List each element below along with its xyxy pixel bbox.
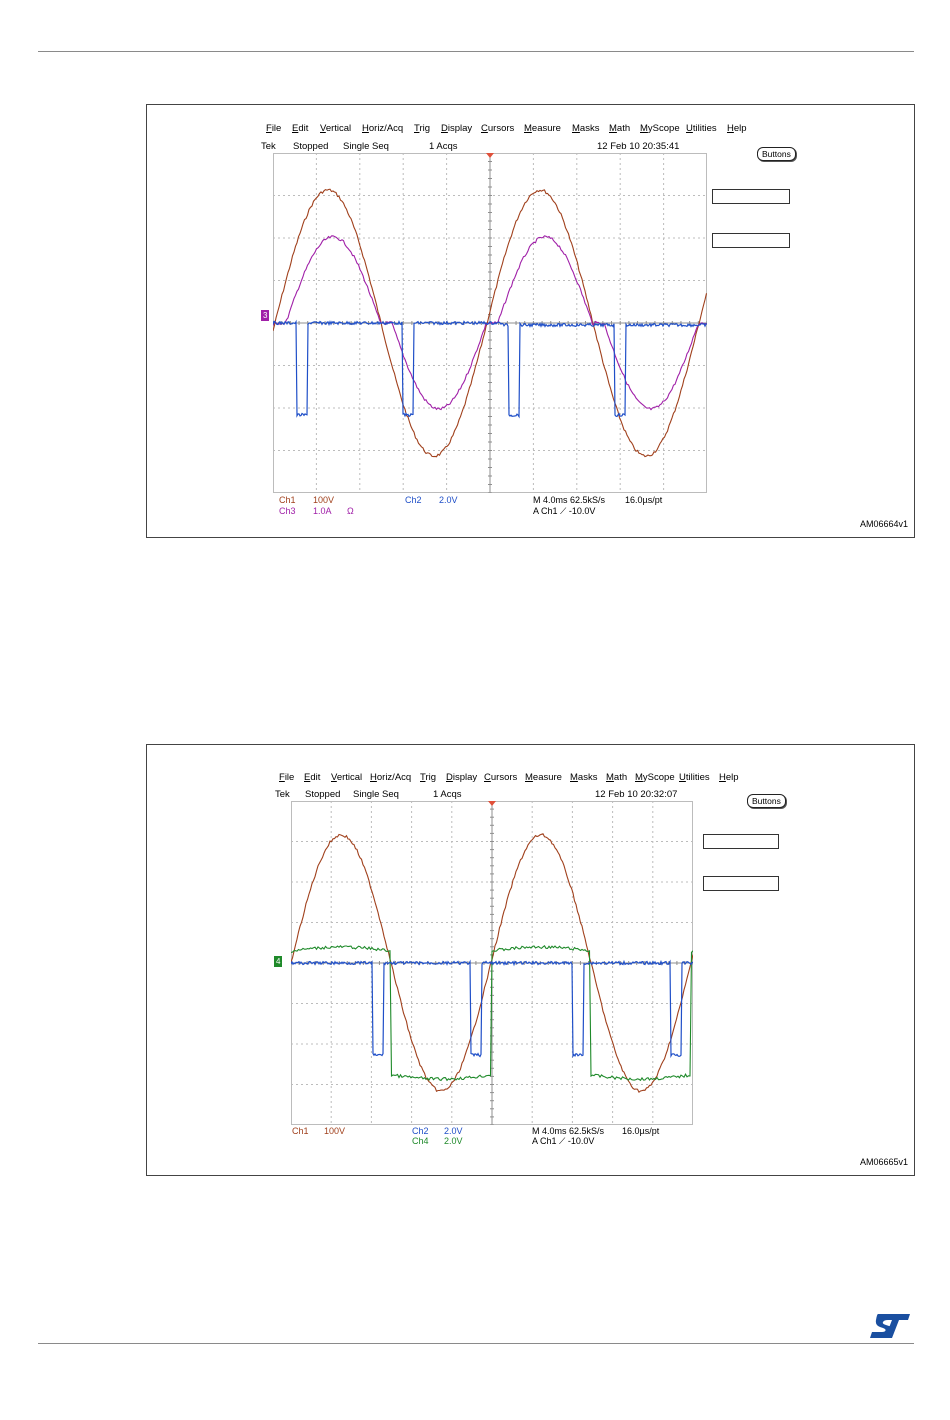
trigger-readout: A Ch1 ⟋ -10.0V xyxy=(532,1136,595,1146)
menu-math[interactable]: Math xyxy=(609,123,631,134)
oscilloscope-figure-1: File Edit Vertical Horiz/Acq Trig Displa… xyxy=(146,104,915,538)
tek-label: Tek xyxy=(261,141,276,152)
ch3-unit: Ω xyxy=(347,506,354,516)
ch4-scale: 2.0V xyxy=(444,1136,463,1146)
ch2-label: Ch2 xyxy=(405,495,422,505)
buttons-toggle[interactable]: Buttons xyxy=(747,794,786,808)
scope-display[interactable] xyxy=(273,153,707,493)
ch3-scale: 1.0A xyxy=(313,506,332,516)
menu-utilities[interactable]: Utilities xyxy=(679,772,710,783)
menu-vertical[interactable]: Vertical xyxy=(331,772,363,783)
channel-readout: Ch1 100V Ch3 1.0A Ω Ch2 2.0V M 4.0ms 62.… xyxy=(279,495,699,519)
ch3-ground-marker[interactable]: 3 xyxy=(261,310,270,321)
ch4-label: Ch4 xyxy=(412,1136,429,1146)
menu-display[interactable]: Display xyxy=(446,772,478,783)
ch3-label: Ch3 xyxy=(279,506,296,516)
acq-mode: Single Seq xyxy=(353,789,399,800)
menu-horiz-acq[interactable]: Horiz/Acq xyxy=(362,123,404,134)
ch2-label: Ch2 xyxy=(412,1126,429,1136)
sample-res: 16.0µs/pt xyxy=(622,1126,660,1136)
ch4-trace xyxy=(291,944,693,1082)
menu-cursors[interactable]: Cursors xyxy=(481,123,515,134)
ch2-trace xyxy=(291,959,693,1059)
st-logo xyxy=(870,1314,910,1338)
ch1-scale: 100V xyxy=(324,1126,346,1136)
menu-myscope[interactable]: MyScope xyxy=(640,123,680,134)
date-time: 12 Feb 10 20:35:41 xyxy=(597,141,680,152)
footer-rule xyxy=(38,1343,914,1344)
acq-count: 1 Acqs xyxy=(429,141,458,152)
acq-state: Stopped xyxy=(305,789,341,800)
side-readout-box-1 xyxy=(712,189,790,204)
header-rule xyxy=(38,51,914,52)
ch1-label: Ch1 xyxy=(279,495,296,505)
scope-display[interactable] xyxy=(291,801,693,1125)
figure-id: AM06664v1 xyxy=(859,519,908,529)
date-time: 12 Feb 10 20:32:07 xyxy=(595,789,678,800)
ch3-trace xyxy=(273,235,707,411)
ch2-scale: 2.0V xyxy=(444,1126,463,1136)
trigger-position-marker xyxy=(486,153,494,158)
menu-masks[interactable]: Masks xyxy=(570,772,598,783)
buttons-toggle[interactable]: Buttons xyxy=(757,147,796,161)
trigger-readout: A Ch1 ⟋ -10.0V xyxy=(533,506,596,516)
menu-trig[interactable]: Trig xyxy=(420,772,437,783)
menu-file[interactable]: File xyxy=(266,123,282,134)
ch2-scale: 2.0V xyxy=(439,495,458,505)
menu-masks[interactable]: Masks xyxy=(572,123,600,134)
side-readout-box-2 xyxy=(703,876,779,891)
menu-measure[interactable]: Measure xyxy=(525,772,562,783)
menu-myscope[interactable]: MyScope xyxy=(635,772,675,783)
sample-res: 16.0µs/pt xyxy=(625,495,663,505)
menu-help[interactable]: Help xyxy=(719,772,739,783)
ch1-label: Ch1 xyxy=(292,1126,309,1136)
trigger-position-marker xyxy=(488,801,496,806)
timebase: M 4.0ms 62.5kS/s xyxy=(532,1126,605,1136)
menu-display[interactable]: Display xyxy=(441,123,473,134)
ch2-trace xyxy=(273,319,707,419)
menu-horiz-acq[interactable]: Horiz/Acq xyxy=(370,772,412,783)
menu-edit[interactable]: Edit xyxy=(292,123,309,134)
acq-state: Stopped xyxy=(293,141,329,152)
menu-utilities[interactable]: Utilities xyxy=(686,123,717,134)
ch1-trace xyxy=(273,188,707,458)
tek-label: Tek xyxy=(275,789,290,800)
menu-math[interactable]: Math xyxy=(606,772,628,783)
acq-mode: Single Seq xyxy=(343,141,389,152)
ch4-ground-marker[interactable]: 4 xyxy=(274,956,283,967)
ch1-scale: 100V xyxy=(313,495,335,505)
figure-id: AM06665v1 xyxy=(859,1157,908,1167)
timebase: M 4.0ms 62.5kS/s xyxy=(533,495,606,505)
menu-measure[interactable]: Measure xyxy=(524,123,561,134)
acq-count: 1 Acqs xyxy=(433,789,462,800)
menu-file[interactable]: File xyxy=(279,772,295,783)
menu-trig[interactable]: Trig xyxy=(414,123,431,134)
menu-vertical[interactable]: Vertical xyxy=(320,123,352,134)
oscilloscope-figure-2: File Edit Vertical Horiz/Acq Trig Displa… xyxy=(146,744,915,1176)
side-readout-box-2 xyxy=(712,233,790,248)
menu-edit[interactable]: Edit xyxy=(304,772,321,783)
menu-cursors[interactable]: Cursors xyxy=(484,772,518,783)
menu-help[interactable]: Help xyxy=(727,123,747,134)
channel-readout: Ch1 100V Ch2 2.0V Ch4 2.0V M 4.0ms 62.5k… xyxy=(292,1126,692,1150)
side-readout-box-1 xyxy=(703,834,779,849)
